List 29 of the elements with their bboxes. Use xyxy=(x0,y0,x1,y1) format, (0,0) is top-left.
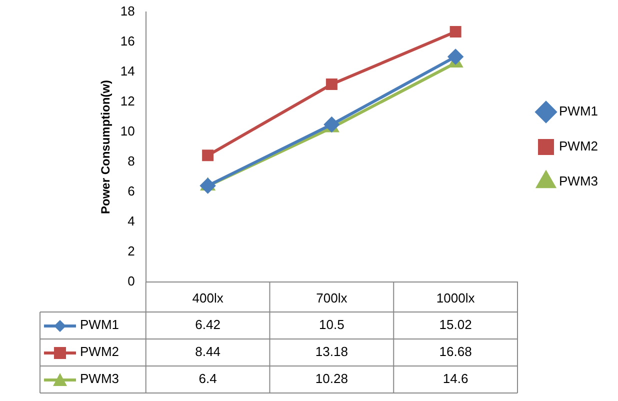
legend-label: PWM3 xyxy=(559,174,598,189)
y-tick-label: 10 xyxy=(120,124,135,139)
legend-label: PWM2 xyxy=(559,138,598,154)
y-tick-label: 16 xyxy=(120,34,135,49)
y-tick-label: 14 xyxy=(120,64,135,79)
x-tick-label: 400lx xyxy=(192,290,224,306)
text: PWM2 xyxy=(80,344,119,360)
y-tick-label: 6 xyxy=(128,184,135,199)
y-tick-label: 18 xyxy=(120,4,135,19)
data-label: 13.18 xyxy=(315,344,348,360)
data-label: 14.6 xyxy=(442,371,468,386)
y-axis-title: Power Consumption(w) xyxy=(98,80,113,214)
y-tick-label: 0 xyxy=(128,274,135,289)
data-label: 6.42 xyxy=(195,317,220,332)
text: PWM3 xyxy=(80,371,119,386)
data-label: 6.4 xyxy=(198,371,217,386)
text: PWM1 xyxy=(80,317,119,332)
data-label: 10.28 xyxy=(315,371,348,386)
data-label: 16.68 xyxy=(439,344,472,360)
x-tick-label: 700lx xyxy=(316,290,348,306)
data-label: 15.02 xyxy=(439,317,472,332)
data-label: 10.5 xyxy=(319,317,344,332)
y-tick-label: 12 xyxy=(120,94,135,109)
legend-label: PWM1 xyxy=(559,104,598,119)
y-tick-label: 8 xyxy=(128,154,135,169)
data-label: 8.44 xyxy=(195,344,220,360)
y-tick-label: 2 xyxy=(128,244,135,259)
x-tick-label: 1000lx xyxy=(436,290,476,306)
y-tick-label: 4 xyxy=(128,214,135,229)
